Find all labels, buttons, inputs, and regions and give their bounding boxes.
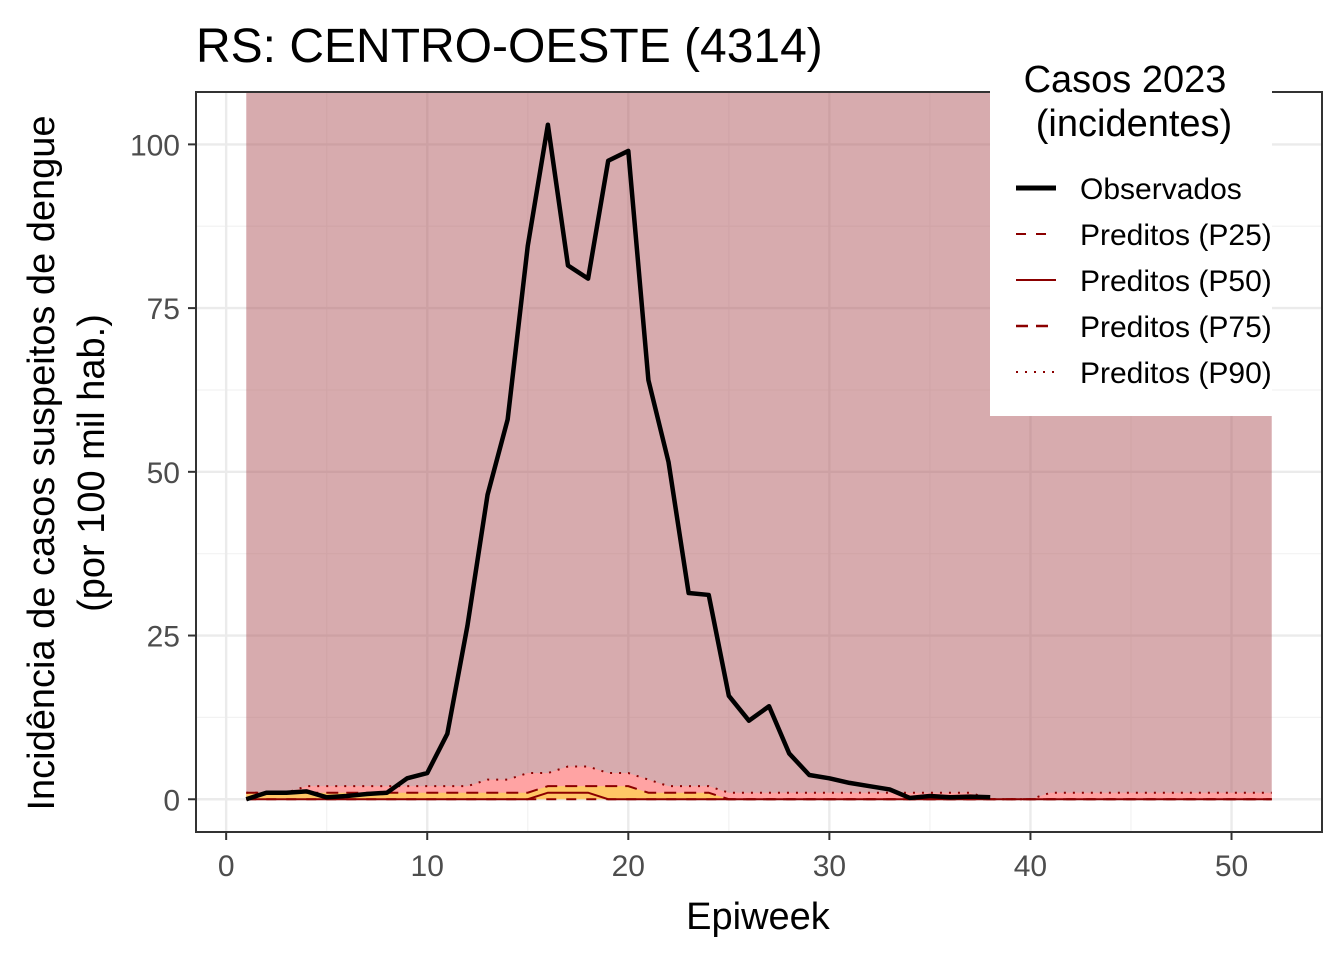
x-tick-label: 40 <box>1014 850 1047 883</box>
band-p75-p90 <box>246 766 1272 800</box>
x-tick-label: 20 <box>612 850 645 883</box>
x-tick-label: 0 <box>218 850 235 883</box>
y-axis-label-line-1: Incidência de casos suspeitos de dengue <box>21 115 63 810</box>
legend-label-p50: Preditos (P50) <box>1080 265 1272 298</box>
legend-label-p25: Preditos (P25) <box>1080 219 1272 252</box>
legend-label-p90: Preditos (P90) <box>1080 357 1272 390</box>
legend-box <box>990 48 1272 416</box>
x-tick-label: 50 <box>1215 850 1248 883</box>
legend-title-line-1: Casos 2023 <box>1024 59 1227 101</box>
line-preditos-p50 <box>246 791 1272 801</box>
chart-title: RS: CENTRO-OESTE (4314) <box>196 20 823 73</box>
x-tick-label: 30 <box>813 850 846 883</box>
y-axis-label-line-2: (por 100 mil hab.) <box>71 314 113 612</box>
line-observados <box>245 122 991 802</box>
legend-label-p75: Preditos (P75) <box>1080 311 1272 344</box>
y-tick-label: 0 <box>163 784 180 817</box>
line-preditos-p75 <box>246 785 1272 801</box>
y-tick-label: 75 <box>147 293 180 326</box>
legend: Casos 2023 (incidentes) Observados Predi… <box>990 48 1272 416</box>
y-tick-label: 25 <box>147 621 180 654</box>
panel-border <box>195 91 1323 833</box>
x-axis-label: Epiweek <box>686 896 831 938</box>
x-tick-label: 10 <box>411 850 444 883</box>
band-p25-p75 <box>246 786 1272 800</box>
y-tick-label: 100 <box>130 129 180 162</box>
legend-title-line-2: (incidentes) <box>1036 103 1232 145</box>
legend-label-observados: Observados <box>1080 173 1242 206</box>
line-preditos-p90 <box>246 765 1272 801</box>
y-tick-label: 50 <box>147 457 180 490</box>
y-axis-label: Incidência de casos suspeitos de dengue … <box>21 115 113 810</box>
